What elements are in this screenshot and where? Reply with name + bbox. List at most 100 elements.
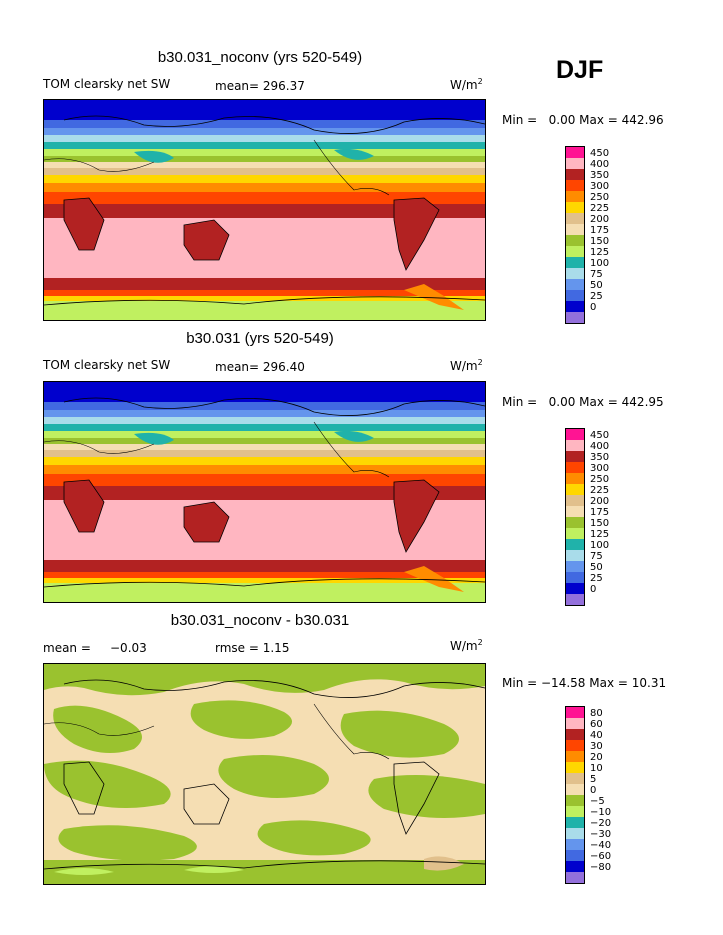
colorbar-tick-label: −20 bbox=[590, 818, 612, 829]
panel-3-colorbar bbox=[565, 706, 585, 884]
colorbar-swatch bbox=[566, 872, 584, 883]
panel-2-units: W/m2 bbox=[450, 358, 483, 373]
colorbar-tick-label: −30 bbox=[590, 829, 612, 840]
panel-2-mean: mean= 296.40 bbox=[215, 360, 305, 374]
panel-2-colorbar-swatches bbox=[565, 428, 585, 606]
colorbar-tick-label: 225 bbox=[590, 203, 610, 214]
colorbar-tick-label: 20 bbox=[590, 752, 603, 763]
panel-1-variable-label: TOM clearsky net SW bbox=[43, 77, 171, 91]
colorbar-tick-label: 75 bbox=[590, 269, 603, 280]
colorbar-tick-label: 30 bbox=[590, 741, 603, 752]
panel-2-colorbar-labels: 450 400 350 300 250 225 200 175 150 125 100 75 50 25 0 bbox=[590, 431, 609, 596]
colorbar-swatch bbox=[566, 301, 584, 312]
colorbar-swatch bbox=[566, 506, 584, 517]
colorbar-tick-label: 50 bbox=[590, 280, 603, 291]
colorbar-swatch bbox=[566, 784, 584, 795]
colorbar-tick-label: 75 bbox=[590, 551, 603, 562]
panel-1-mean: mean= 296.37 bbox=[215, 79, 305, 93]
colorbar-swatch bbox=[566, 279, 584, 290]
season-label: DJF bbox=[556, 56, 604, 84]
panel-3-units: W/m2 bbox=[450, 638, 483, 653]
colorbar-swatch bbox=[566, 147, 584, 158]
colorbar-tick-label: 80 bbox=[590, 708, 603, 719]
panel-3-map bbox=[43, 663, 486, 885]
colorbar-tick-label: 450 bbox=[590, 148, 610, 159]
colorbar-swatch bbox=[566, 451, 584, 462]
colorbar-tick-label: 0 bbox=[590, 584, 597, 595]
colorbar-tick-label: 50 bbox=[590, 562, 603, 573]
panel-1-title: b30.031_noconv (yrs 520-549) bbox=[157, 49, 363, 66]
panel-1-colorbar bbox=[565, 146, 585, 324]
colorbar-swatch bbox=[566, 839, 584, 850]
colorbar-swatch bbox=[566, 235, 584, 246]
panel-2-colorbar bbox=[565, 428, 585, 606]
panel-3-title: b30.031_noconv - b30.031 bbox=[170, 612, 350, 629]
colorbar-swatch bbox=[566, 762, 584, 773]
panel-3-map-svg bbox=[44, 664, 485, 884]
colorbar-swatch bbox=[566, 795, 584, 806]
colorbar-tick-label: 5 bbox=[590, 774, 597, 785]
colorbar-swatch bbox=[566, 539, 584, 550]
panel-2-map bbox=[43, 381, 486, 603]
panel-2-minmax: Min = 0.00 Max = 442.95 bbox=[502, 395, 664, 409]
colorbar-swatch bbox=[566, 817, 584, 828]
colorbar-tick-label: 100 bbox=[590, 540, 610, 551]
colorbar-tick-label: 125 bbox=[590, 529, 610, 540]
panel-3-mean-value: −0.03 bbox=[110, 641, 147, 655]
colorbar-tick-label: 225 bbox=[590, 485, 610, 496]
colorbar-tick-label: 450 bbox=[590, 430, 610, 441]
colorbar-swatch bbox=[566, 572, 584, 583]
panel-3-mean-label: mean = bbox=[43, 641, 91, 655]
colorbar-tick-label: 200 bbox=[590, 214, 610, 225]
panel-1-units: W/m2 bbox=[450, 77, 483, 92]
colorbar-swatch bbox=[566, 202, 584, 213]
colorbar-swatch bbox=[566, 850, 584, 861]
colorbar-tick-label: 40 bbox=[590, 730, 603, 741]
colorbar-swatch bbox=[566, 213, 584, 224]
colorbar-tick-label: 60 bbox=[590, 719, 603, 730]
panel-2-map-svg bbox=[44, 382, 485, 602]
colorbar-swatch bbox=[566, 517, 584, 528]
panel-1-map-svg bbox=[44, 100, 485, 320]
colorbar-tick-label: 0 bbox=[590, 785, 597, 796]
panel-3-colorbar-swatches bbox=[565, 706, 585, 884]
colorbar-swatch bbox=[566, 495, 584, 506]
colorbar-swatch bbox=[566, 594, 584, 605]
colorbar-tick-label: 250 bbox=[590, 192, 610, 203]
colorbar-swatch bbox=[566, 290, 584, 301]
colorbar-tick-label: 350 bbox=[590, 170, 610, 181]
colorbar-tick-label: 125 bbox=[590, 247, 610, 258]
colorbar-tick-label: 10 bbox=[590, 763, 603, 774]
colorbar-tick-label: 150 bbox=[590, 518, 610, 529]
colorbar-tick-label: 0 bbox=[590, 302, 597, 313]
colorbar-tick-label: −10 bbox=[590, 807, 612, 818]
colorbar-swatch bbox=[566, 806, 584, 817]
colorbar-swatch bbox=[566, 740, 584, 751]
colorbar-tick-label: 250 bbox=[590, 474, 610, 485]
colorbar-swatch bbox=[566, 268, 584, 279]
colorbar-swatch bbox=[566, 729, 584, 740]
colorbar-tick-label: 300 bbox=[590, 463, 610, 474]
colorbar-tick-label: 300 bbox=[590, 181, 610, 192]
colorbar-swatch bbox=[566, 462, 584, 473]
colorbar-swatch bbox=[566, 440, 584, 451]
colorbar-swatch bbox=[566, 312, 584, 323]
colorbar-tick-label: 400 bbox=[590, 441, 610, 452]
panel-1-minmax: Min = 0.00 Max = 442.96 bbox=[502, 113, 664, 127]
colorbar-swatch bbox=[566, 773, 584, 784]
colorbar-tick-label: −5 bbox=[590, 796, 605, 807]
colorbar-tick-label: 175 bbox=[590, 507, 610, 518]
colorbar-swatch bbox=[566, 158, 584, 169]
colorbar-tick-label: −80 bbox=[590, 862, 612, 873]
colorbar-swatch bbox=[566, 484, 584, 495]
colorbar-tick-label: −40 bbox=[590, 840, 612, 851]
colorbar-swatch bbox=[566, 707, 584, 718]
colorbar-swatch bbox=[566, 718, 584, 729]
colorbar-swatch bbox=[566, 528, 584, 539]
colorbar-tick-label: −60 bbox=[590, 851, 612, 862]
colorbar-tick-label: 350 bbox=[590, 452, 610, 463]
colorbar-tick-label: 25 bbox=[590, 291, 603, 302]
panel-3-minmax: Min = −14.58 Max = 10.31 bbox=[502, 676, 667, 690]
panel-2-variable-label: TOM clearsky net SW bbox=[43, 358, 171, 372]
panel-1-colorbar-swatches bbox=[565, 146, 585, 324]
